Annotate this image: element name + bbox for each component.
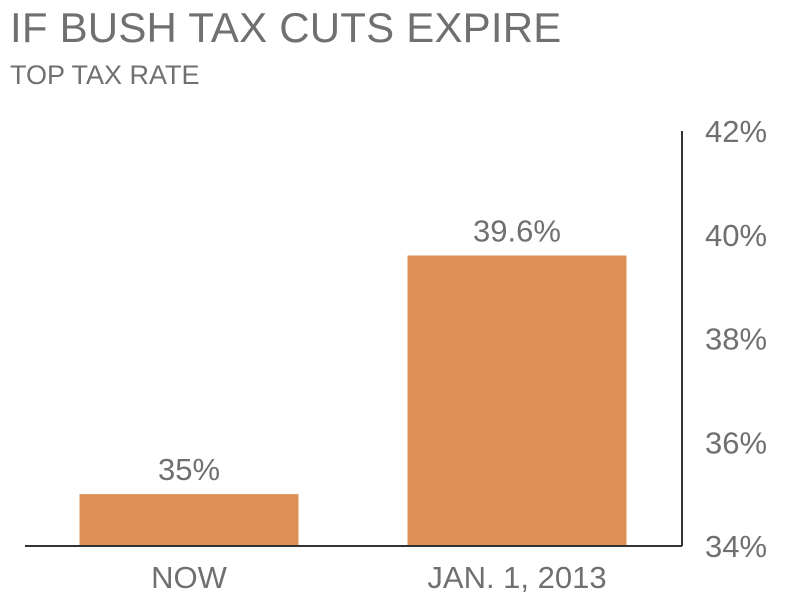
y-tick-label: 34%: [705, 529, 767, 564]
bar: [407, 255, 627, 546]
y-tick-label: 36%: [705, 425, 767, 460]
category-label: NOW: [151, 560, 228, 595]
labels-layer: 35% NOW 39.6% JAN. 1, 2013 34% 36% 38% 40% 42%: [151, 114, 767, 595]
bars-layer: [79, 255, 627, 546]
y-tick-label: 40%: [705, 218, 767, 253]
bar: [79, 494, 299, 546]
data-label: 39.6%: [473, 214, 561, 249]
y-tick-label: 38%: [705, 322, 767, 357]
chart-subtitle: TOP TAX RATE: [10, 60, 200, 90]
data-label: 35%: [158, 452, 220, 487]
y-tick-label: 42%: [705, 114, 767, 149]
category-label: JAN. 1, 2013: [427, 560, 606, 595]
axes-layer: [25, 131, 683, 547]
chart-title: IF BUSH TAX CUTS EXPIRE: [10, 4, 562, 51]
